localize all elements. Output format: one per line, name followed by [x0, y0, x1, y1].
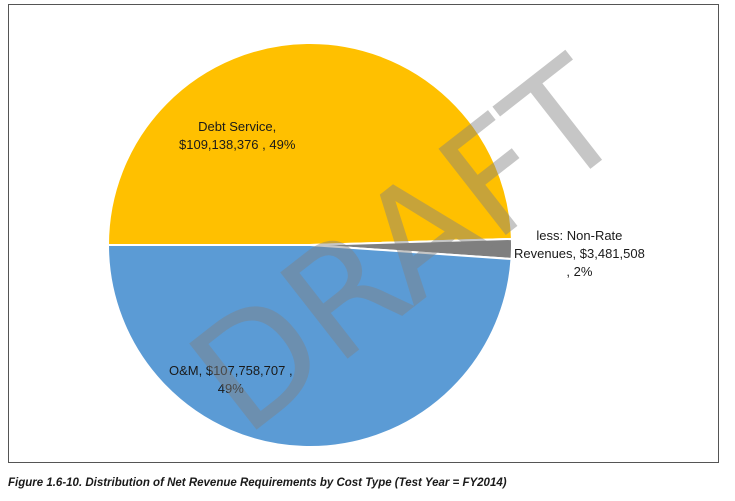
figure-caption: Figure 1.6-10. Distribution of Net Reven…: [8, 477, 507, 489]
om-label-line1: O&M, $107,758,707 ,: [169, 363, 293, 378]
debt-service-label-line1: Debt Service,: [198, 119, 277, 134]
non-rate-revenues-label: less: Non-Rate Revenues, $3,481,508 , 2%: [514, 227, 645, 281]
non-rate-label-line3: , 2%: [566, 264, 593, 279]
non-rate-label-line1: less: Non-Rate: [536, 228, 623, 243]
pie-slice-om: [106, 244, 513, 448]
non-rate-label-line2: Revenues, $3,481,508: [514, 246, 645, 261]
debt-service-label-line2: $109,138,376 , 49%: [179, 137, 296, 152]
om-label: O&M, $107,758,707 , 49%: [169, 362, 293, 398]
om-label-line2: 49%: [217, 381, 244, 396]
chart-frame: Debt Service, $109,138,376 , 49% less: N…: [8, 4, 719, 463]
pie-chart: [106, 42, 513, 448]
debt-service-label: Debt Service, $109,138,376 , 49%: [179, 118, 295, 154]
pie-slice-debt-service: [106, 42, 513, 246]
